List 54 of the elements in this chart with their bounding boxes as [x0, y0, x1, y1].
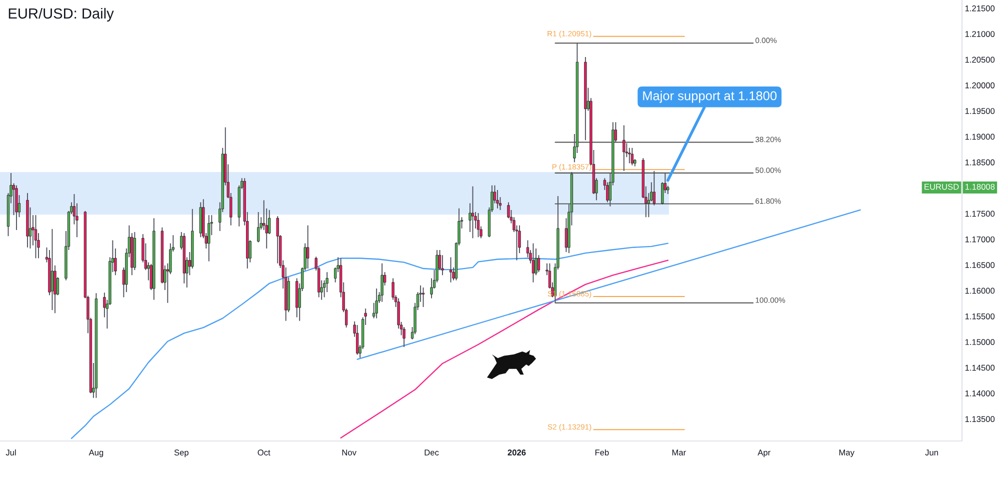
x-tick-label: Nov — [342, 450, 356, 456]
candlestick — [476, 212, 480, 238]
annotation: Major support at 1.1800 — [643, 90, 777, 103]
candlestick — [652, 170, 656, 206]
candlestick — [532, 242, 535, 283]
y-tick-label: 1.19000 — [965, 134, 995, 140]
candlestick — [306, 224, 310, 269]
y-tick-label: 1.20500 — [965, 56, 995, 63]
y-tick-label: 1.21500 — [965, 5, 995, 12]
y-tick-label: 1.19500 — [965, 108, 995, 114]
candlestick — [628, 147, 631, 164]
candlestick — [630, 147, 634, 166]
candlestick — [34, 214, 38, 259]
y-tick-label: 1.17000 — [965, 236, 995, 242]
candlestick — [471, 186, 474, 239]
y-tick-label: 1.20000 — [965, 82, 995, 88]
y-tick-label: 1.18500 — [965, 159, 995, 166]
annotation: EURUSD — [924, 184, 959, 190]
annotation: 1.18008 — [966, 184, 995, 190]
line-series — [70, 242, 668, 440]
y-tick-label: 1.14500 — [965, 364, 995, 371]
candlestick — [496, 189, 499, 209]
candlestick — [356, 324, 359, 356]
x-tick-label: Jul — [6, 449, 16, 456]
y-tick-label: 1.15000 — [965, 339, 995, 346]
candlestick — [422, 287, 425, 308]
x-tick-label: Jun — [925, 450, 938, 456]
x-tick-label: Feb — [595, 449, 609, 456]
candlestick — [375, 288, 378, 319]
candlestick — [276, 216, 279, 264]
x-tick-label: Dec — [424, 450, 439, 456]
y-tick-label: 1.17500 — [965, 210, 995, 217]
candlestick — [257, 212, 260, 243]
line-series — [340, 260, 668, 439]
x-tick-label: Aug — [88, 450, 104, 458]
candlestick — [449, 256, 452, 283]
y-tick-label: 1.15500 — [965, 313, 995, 320]
x-tick-label: Oct — [258, 450, 270, 456]
y-tick-label: 1.16500 — [965, 262, 995, 268]
y-tick-label: 1.16000 — [965, 288, 995, 294]
x-tick-label: May — [839, 450, 854, 458]
y-tick-label: 1.14000 — [965, 390, 995, 396]
candlestick — [15, 184, 18, 230]
candlestick — [622, 124, 626, 172]
candlestick — [50, 228, 54, 311]
x-tick-label: Apr — [758, 450, 770, 458]
candlestick — [380, 262, 384, 302]
x-tick-label: Mar — [672, 450, 686, 456]
x-tick-label: 2026 — [508, 450, 526, 456]
y-tick-label: 1.13500 — [965, 416, 995, 422]
y-tick-label: 1.21000 — [965, 31, 995, 37]
text: EUR/USD: Daily — [8, 8, 114, 22]
x-tick-label: Sep — [174, 450, 188, 458]
candlestick — [208, 214, 210, 262]
